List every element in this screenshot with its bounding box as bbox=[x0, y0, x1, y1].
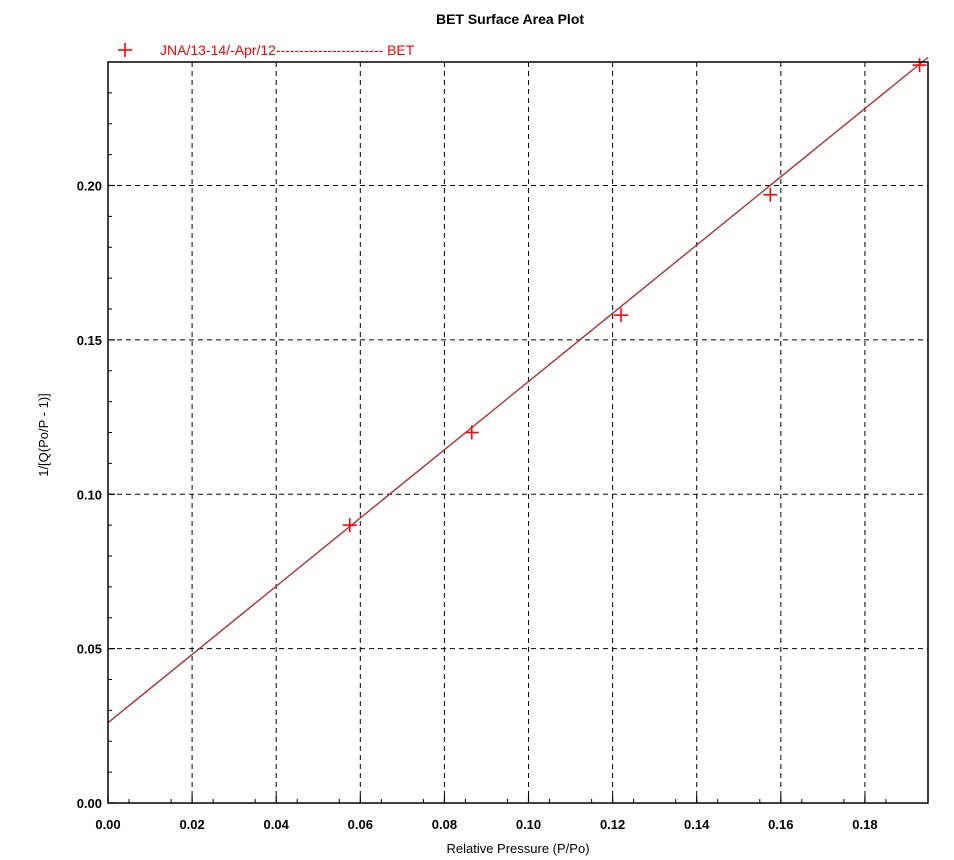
y-tick-label: 0.00 bbox=[77, 796, 102, 811]
legend: JNA/13-14/-Apr/12-----------------------… bbox=[118, 42, 415, 58]
y-tick-label: 0.10 bbox=[77, 487, 102, 502]
x-tick-label: 0.14 bbox=[684, 817, 710, 832]
y-axis-label: 1/[Q(Po/P - 1)] bbox=[36, 393, 51, 477]
x-axis-label: Relative Pressure (P/Po) bbox=[446, 841, 589, 856]
x-tick-label: 0.00 bbox=[95, 817, 120, 832]
grid bbox=[108, 62, 928, 803]
x-tick-label: 0.04 bbox=[264, 817, 290, 832]
x-tick-label: 0.16 bbox=[768, 817, 793, 832]
data-point-marker bbox=[342, 518, 357, 533]
x-tick-label: 0.18 bbox=[852, 817, 877, 832]
legend-label: JNA/13-14/-Apr/12-----------------------… bbox=[160, 42, 415, 58]
fit-line bbox=[107, 56, 929, 724]
axis-ticks bbox=[107, 92, 887, 804]
y-tick-label: 0.15 bbox=[77, 333, 102, 348]
data-point-marker bbox=[464, 425, 479, 440]
x-tick-label: 0.08 bbox=[432, 817, 457, 832]
x-tick-label: 0.06 bbox=[348, 817, 373, 832]
y-tick-label: 0.20 bbox=[77, 179, 102, 194]
legend-marker bbox=[118, 43, 132, 57]
x-tick-label: 0.12 bbox=[600, 817, 625, 832]
data-points bbox=[342, 58, 927, 533]
y-tick-label: 0.05 bbox=[77, 642, 102, 657]
data-point-marker bbox=[614, 308, 629, 323]
data-point-marker bbox=[912, 58, 927, 73]
x-tick-labels: 0.00 0.02 0.04 0.06 0.08 0.10 0.12 0.14 0.16 0.18 bbox=[95, 817, 877, 832]
data-point-marker bbox=[763, 187, 778, 202]
x-tick-label: 0.02 bbox=[179, 817, 204, 832]
plot-frame bbox=[107, 61, 929, 804]
chart-title: BET Surface Area Plot bbox=[436, 11, 584, 27]
y-tick-labels: 0.00 0.05 0.10 0.15 0.20 bbox=[77, 179, 102, 812]
x-tick-label: 0.10 bbox=[516, 817, 541, 832]
